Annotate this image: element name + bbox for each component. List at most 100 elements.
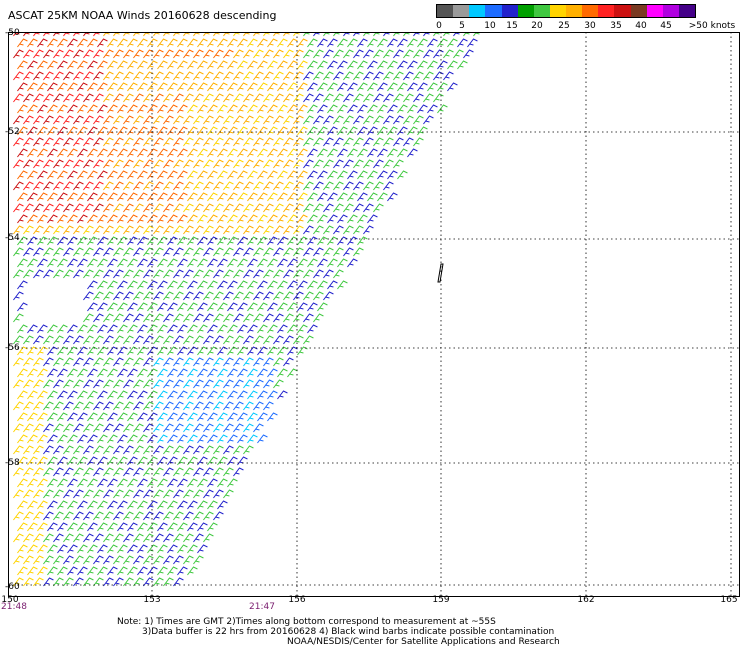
wind-barb <box>93 401 104 411</box>
wind-barb <box>233 181 244 191</box>
wind-barb <box>97 368 108 378</box>
wind-barb <box>83 313 94 323</box>
wind-barb <box>197 302 208 312</box>
wind-barb <box>397 60 408 70</box>
wind-barb <box>63 423 74 433</box>
wind-barb <box>153 247 164 257</box>
wind-barb <box>157 82 168 92</box>
wind-barb <box>137 412 148 422</box>
wind-barb <box>263 401 274 411</box>
wind-barb <box>177 192 188 202</box>
wind-barb <box>173 49 184 59</box>
wind-barb <box>43 533 54 543</box>
wind-barb <box>117 368 128 378</box>
wind-barb <box>397 170 408 180</box>
wind-barb <box>77 500 88 510</box>
wind-barb <box>107 280 118 290</box>
wind-barb <box>273 181 284 191</box>
wind-barb <box>287 258 298 268</box>
wind-barb <box>93 511 104 521</box>
wind-barb <box>153 511 164 521</box>
wind-barb <box>237 390 248 400</box>
wind-barb <box>337 280 348 290</box>
wind-barb <box>277 82 288 92</box>
wind-barb <box>147 324 158 334</box>
wind-barb <box>217 434 228 444</box>
wind-barb <box>107 126 118 136</box>
wind-barb <box>63 511 74 521</box>
wind-barb <box>167 38 178 48</box>
wind-barb <box>237 324 248 334</box>
wind-barb <box>207 324 218 334</box>
wind-barb <box>107 148 118 158</box>
wind-barb <box>263 71 274 81</box>
wind-barb <box>103 335 114 345</box>
wind-barb <box>413 71 424 81</box>
wind-barb <box>147 434 158 444</box>
wind-barb <box>167 236 178 246</box>
wind-barb <box>207 368 218 378</box>
wind-barb <box>333 181 344 191</box>
wind-barb <box>373 115 384 125</box>
wind-barb <box>67 104 78 114</box>
wind-barb <box>57 544 68 554</box>
wind-barb <box>117 412 128 422</box>
wind-barb <box>23 137 34 147</box>
wind-barb <box>443 49 454 59</box>
wind-barb <box>23 555 34 565</box>
wind-barb <box>307 302 318 312</box>
wind-barb <box>27 412 38 422</box>
wind-barb <box>413 115 424 125</box>
wind-barb <box>93 181 104 191</box>
wind-barb <box>307 38 318 48</box>
wind-barb <box>347 126 358 136</box>
wind-barb <box>157 500 168 510</box>
wind-barb <box>57 258 68 268</box>
wind-barb <box>223 115 234 125</box>
wind-barb <box>87 104 98 114</box>
wind-barb <box>123 181 134 191</box>
legend-tick-45: 45 <box>660 21 672 31</box>
wind-barb <box>273 313 284 323</box>
wind-barb <box>87 456 98 466</box>
wind-barb <box>13 313 24 323</box>
wind-barb <box>233 269 244 279</box>
wind-barb <box>367 170 378 180</box>
wind-barb <box>17 544 28 554</box>
wind-barb <box>323 225 334 235</box>
wind-barb <box>217 82 228 92</box>
wind-barb <box>67 148 78 158</box>
wind-barb <box>117 38 128 48</box>
wind-barb <box>133 423 144 433</box>
wind-barb <box>153 269 164 279</box>
wind-barb <box>313 93 324 103</box>
wind-barb <box>17 236 28 246</box>
wind-barb <box>13 401 24 411</box>
wind-barb <box>57 368 68 378</box>
wind-barb <box>267 302 278 312</box>
wind-barb <box>87 82 98 92</box>
wind-barb <box>227 368 238 378</box>
wind-barb <box>457 60 468 70</box>
wind-barb <box>317 148 328 158</box>
wind-barb <box>333 247 344 257</box>
wind-barb <box>103 533 114 543</box>
wind-barb <box>363 93 374 103</box>
wind-barb <box>253 181 264 191</box>
wind-barb <box>147 566 158 576</box>
wind-barb <box>203 32 210 37</box>
wind-barb <box>213 313 224 323</box>
wind-barb <box>353 203 364 213</box>
wind-barb <box>413 49 424 59</box>
wind-barb <box>263 313 274 323</box>
wind-barb <box>313 269 324 279</box>
wind-barb <box>173 203 184 213</box>
wind-barb <box>197 214 208 224</box>
wind-barb <box>427 82 438 92</box>
wind-barb <box>407 82 418 92</box>
wind-barb <box>207 60 218 70</box>
wind-barb <box>13 357 24 367</box>
legend-tick-10: 10 <box>484 21 496 31</box>
wind-barb <box>137 368 148 378</box>
wind-barb <box>297 324 308 334</box>
